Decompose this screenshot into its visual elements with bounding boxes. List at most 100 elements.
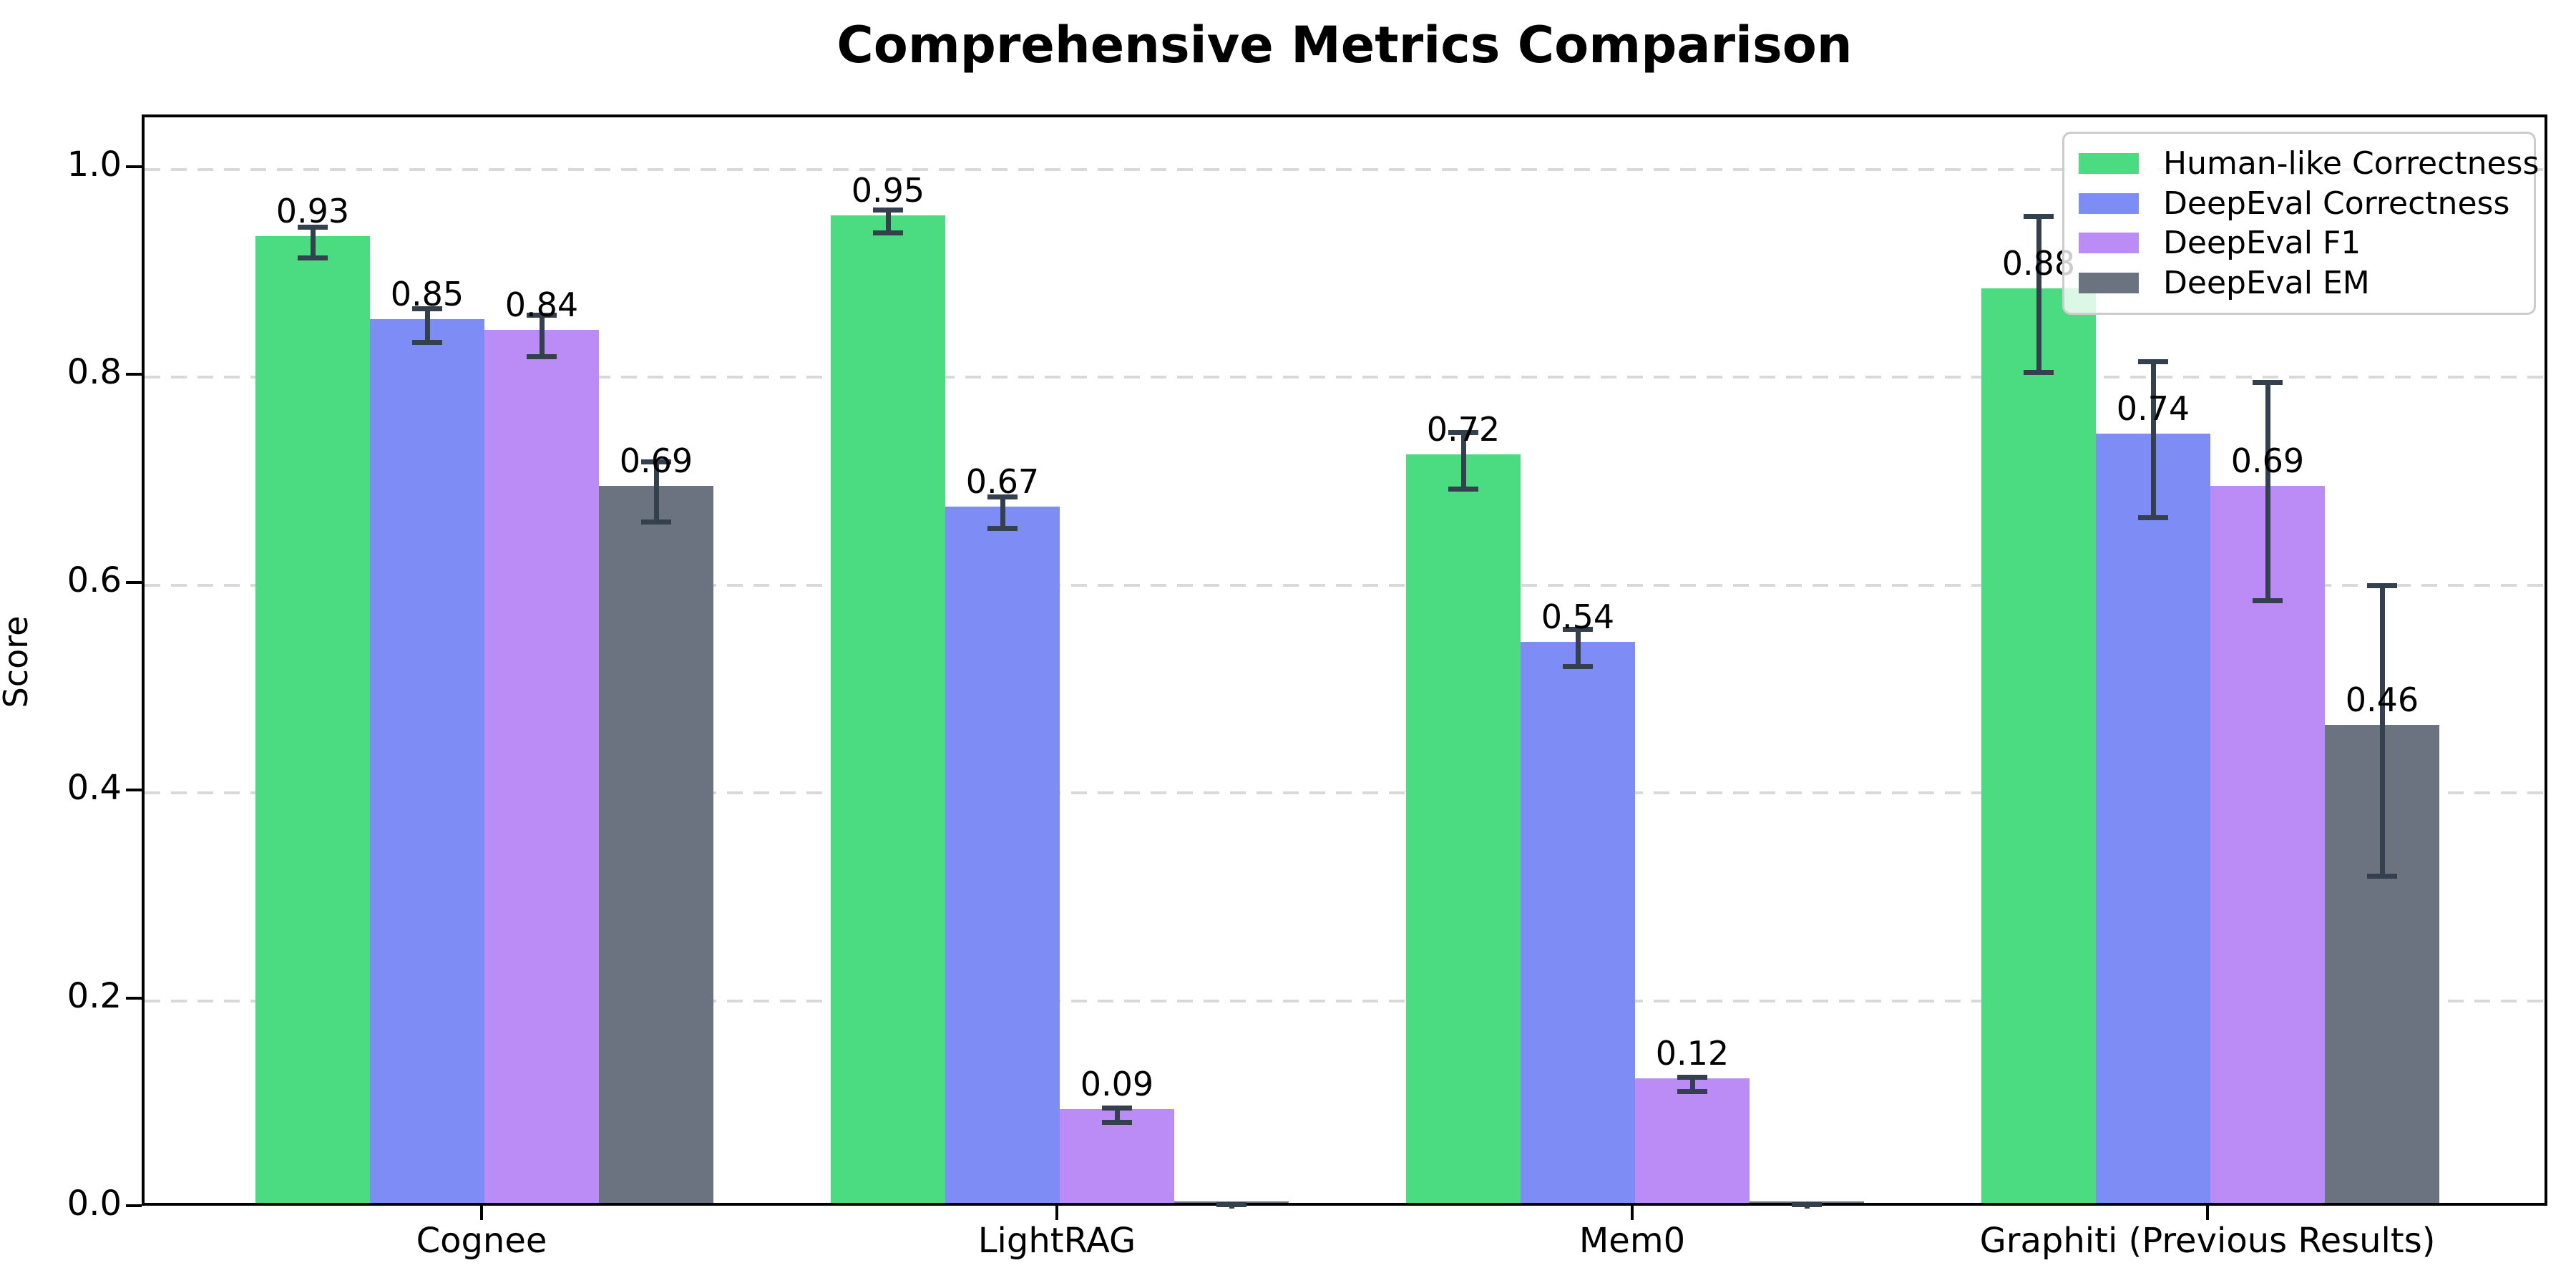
error-bar-cap-top bbox=[298, 224, 328, 230]
y-tick-label: 1.0 bbox=[67, 144, 122, 185]
y-tick-mark bbox=[126, 1204, 142, 1207]
bar-human-like-correctness-1 bbox=[831, 215, 945, 1203]
legend-swatch bbox=[2079, 272, 2139, 293]
bar-deepeval-f1-2 bbox=[1635, 1078, 1750, 1203]
bar-value-label: 0.93 bbox=[275, 192, 350, 231]
gridline-1 bbox=[145, 167, 2545, 171]
error-bar-cap-top bbox=[2138, 359, 2168, 365]
bar-human-like-correctness-3 bbox=[1981, 288, 2096, 1203]
error-bar bbox=[885, 210, 891, 233]
error-bar bbox=[2036, 215, 2041, 372]
error-bar-cap-bottom bbox=[527, 354, 557, 360]
x-tick-mark bbox=[1631, 1206, 1634, 1220]
error-bar-cap-top bbox=[1677, 1074, 1707, 1080]
error-bar-cap-bottom bbox=[987, 525, 1018, 531]
error-bar-cap-bottom bbox=[1677, 1088, 1707, 1094]
legend-label: DeepEval Correctness bbox=[2163, 185, 2510, 222]
legend-label: DeepEval F1 bbox=[2163, 225, 2361, 262]
x-tick-label: Graphiti (Previous Results) bbox=[1979, 1221, 2436, 1261]
y-tick-mark bbox=[126, 789, 142, 792]
y-tick-mark bbox=[126, 996, 142, 1000]
bar-deepeval-f1-3 bbox=[2210, 485, 2325, 1203]
y-tick-label: 0.6 bbox=[67, 560, 122, 600]
error-bar bbox=[1114, 1108, 1120, 1123]
legend-label: Human-like Correctness bbox=[2163, 145, 2540, 182]
error-bar bbox=[539, 314, 545, 357]
error-bar-cap-bottom bbox=[2024, 369, 2054, 375]
error-bar bbox=[1460, 432, 1466, 489]
plot-area: 0.93 0.85 0.84 0.69 0.95 0.67 0.09 0.72 0.54 0.12… bbox=[142, 114, 2547, 1209]
error-bar bbox=[1000, 497, 1005, 528]
error-bar bbox=[2265, 382, 2270, 601]
y-tick-label: 0.2 bbox=[67, 975, 122, 1016]
x-tick-label: LightRAG bbox=[977, 1221, 1136, 1261]
error-bar-cap-bottom bbox=[1448, 486, 1478, 492]
legend-swatch bbox=[2079, 233, 2139, 254]
bar-value-label: 0.09 bbox=[1080, 1065, 1154, 1104]
bar-deepeval-correctness-2 bbox=[1521, 641, 1635, 1203]
bar-deepeval-em-0 bbox=[599, 485, 713, 1203]
error-bar-cap-top bbox=[2024, 213, 2054, 219]
error-bar-cap-top bbox=[873, 208, 903, 213]
bar-value-label: 0.54 bbox=[1541, 597, 1615, 636]
bar-value-label: 0.67 bbox=[965, 462, 1040, 501]
error-bar-cap-top bbox=[987, 494, 1018, 500]
bar-value-label: 0.85 bbox=[390, 275, 464, 314]
y-tick-mark bbox=[126, 373, 142, 376]
error-bar bbox=[424, 308, 430, 342]
x-tick-label: Mem0 bbox=[1579, 1221, 1686, 1261]
error-bar-cap-top bbox=[412, 306, 442, 312]
bar-value-label: 0.69 bbox=[619, 441, 693, 480]
x-tick-mark bbox=[2206, 1206, 2209, 1220]
bar-deepeval-f1-0 bbox=[484, 330, 599, 1203]
legend-swatch bbox=[2079, 153, 2139, 175]
legend-item: DeepEval EM bbox=[2079, 265, 2519, 301]
error-bar bbox=[653, 461, 659, 522]
bar-value-label: 0.69 bbox=[2230, 441, 2305, 480]
error-bar-cap-bottom bbox=[2138, 515, 2168, 521]
y-tick-label: 0.0 bbox=[67, 1184, 122, 1224]
error-bar-cap-top bbox=[527, 312, 557, 318]
bar-value-label: 0.95 bbox=[851, 171, 925, 210]
gridline-0.4 bbox=[145, 791, 2545, 795]
x-tick-label: Cognee bbox=[416, 1221, 547, 1261]
error-bar-cap-bottom bbox=[298, 255, 328, 261]
gridline-0.2 bbox=[145, 999, 2545, 1002]
error-bar bbox=[1575, 628, 1581, 666]
error-bar bbox=[1689, 1076, 1695, 1091]
error-bar-cap-top bbox=[1792, 1201, 1822, 1207]
y-tick-mark bbox=[126, 165, 142, 168]
error-bar-cap-top bbox=[2253, 380, 2283, 386]
legend: Human-like Correctness DeepEval Correctne… bbox=[2062, 132, 2539, 315]
error-bar-cap-top bbox=[641, 459, 671, 464]
legend-swatch bbox=[2079, 192, 2139, 214]
error-bar-cap-bottom bbox=[641, 519, 671, 525]
bar-value-label: 0.72 bbox=[1426, 410, 1501, 449]
error-bar-cap-top bbox=[2367, 582, 2397, 588]
bar-deepeval-correctness-0 bbox=[370, 319, 484, 1203]
legend-label: DeepEval EM bbox=[2163, 264, 2370, 301]
gridline-0.6 bbox=[145, 583, 2545, 587]
legend-item: Human-like Correctness bbox=[2079, 145, 2539, 182]
chart-title: Comprehensive Metrics Comparison bbox=[836, 16, 1853, 74]
x-tick-mark bbox=[1055, 1206, 1058, 1220]
bar-deepeval-correctness-1 bbox=[945, 506, 1060, 1203]
gridline-0.8 bbox=[145, 376, 2545, 379]
y-tick-mark bbox=[126, 580, 142, 584]
error-bar-cap-bottom bbox=[412, 339, 442, 345]
error-bar bbox=[2379, 585, 2385, 877]
bar-human-like-correctness-0 bbox=[255, 236, 370, 1203]
bar-deepeval-correctness-3 bbox=[2096, 434, 2210, 1203]
bar-human-like-correctness-2 bbox=[1406, 454, 1521, 1203]
error-bar-cap-bottom bbox=[1563, 663, 1593, 669]
y-tick-label: 0.4 bbox=[67, 768, 122, 809]
y-tick-label: 0.8 bbox=[67, 352, 122, 393]
error-bar-cap-top bbox=[1448, 430, 1478, 436]
error-bar-cap-top bbox=[1216, 1201, 1246, 1207]
bar-value-label: 0.46 bbox=[2345, 680, 2419, 719]
error-bar bbox=[2150, 361, 2156, 518]
error-bar bbox=[310, 226, 316, 258]
legend-item: DeepEval F1 bbox=[2079, 225, 2519, 261]
error-bar-cap-bottom bbox=[2253, 598, 2283, 604]
